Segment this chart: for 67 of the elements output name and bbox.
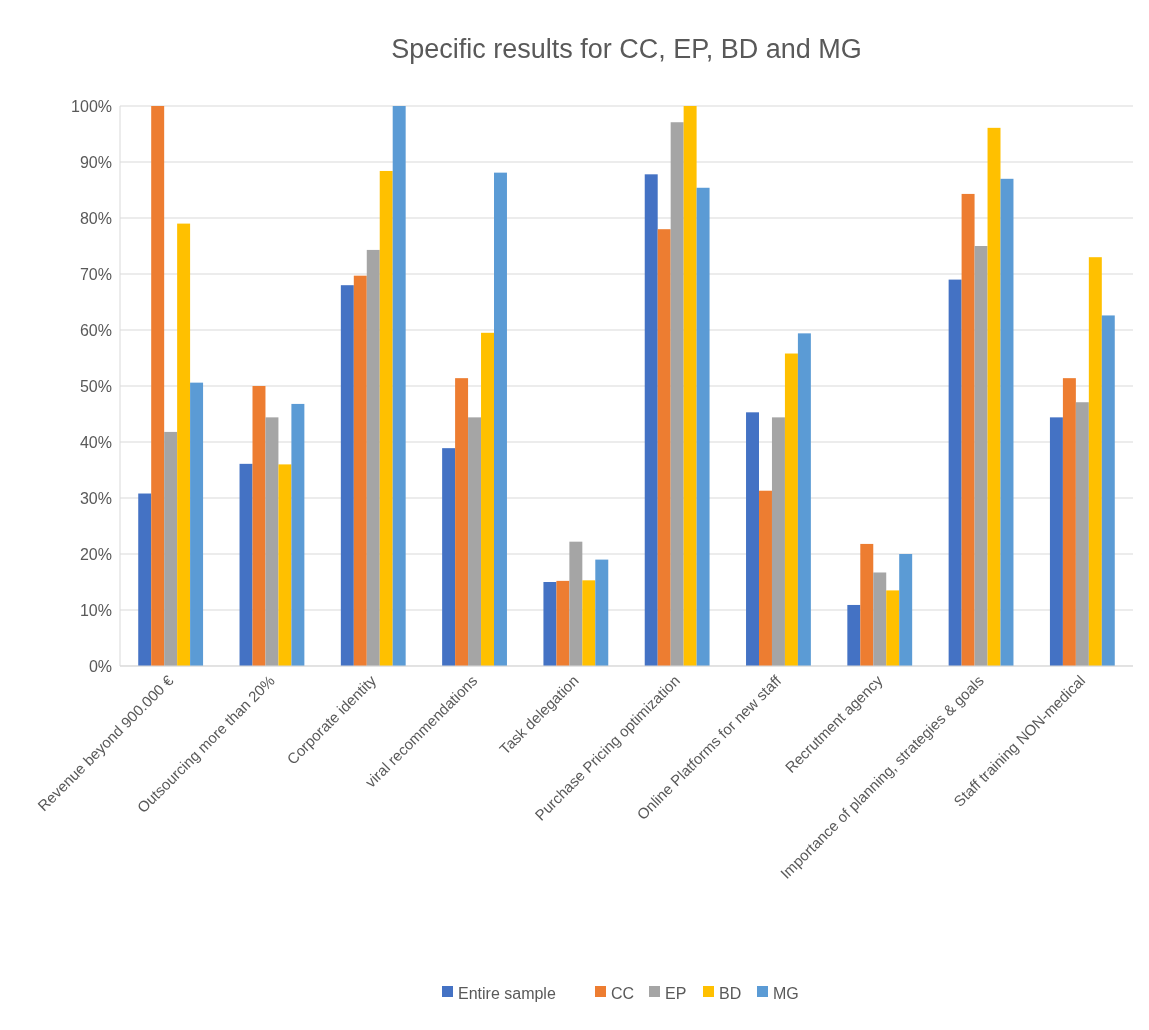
bar [886,590,900,666]
bar [1101,315,1115,666]
bar [784,353,798,666]
bar [543,582,557,666]
bar [190,382,204,666]
bar [1088,257,1102,666]
y-tick-label: 100% [71,97,112,115]
bar [582,580,596,666]
y-tick-label: 10% [79,601,112,619]
bar [1062,378,1076,666]
bar [595,559,609,666]
y-tick-label: 20% [79,545,112,563]
bar [379,170,393,666]
bar [138,493,152,666]
bar [987,127,1001,666]
chart-title: Specific results for CC, EP, BD and MG [391,34,862,64]
y-tick-label: 40% [79,433,112,451]
y-tick-label: 70% [79,265,112,283]
y-tick-label: 80% [79,209,112,227]
bar [899,554,913,666]
bar [746,412,759,666]
bar [683,106,697,666]
y-tick-label: 90% [79,153,112,171]
bar [670,122,684,666]
bar [961,193,975,666]
bar [177,223,191,666]
bar [291,403,305,666]
bar [1075,402,1089,666]
bar [252,386,266,666]
y-tick-label: 30% [79,489,112,507]
bar [860,543,874,666]
bar [278,464,292,666]
bar [873,572,887,666]
bar [657,229,671,666]
bar [481,332,494,666]
bar [468,417,482,666]
legend-label: MG [773,984,799,1002]
bar [771,417,785,666]
bar [455,378,469,666]
y-tick-label: 60% [79,321,112,339]
bar [239,463,253,666]
legend-label: CC [611,984,635,1002]
bar [151,106,165,666]
legend-label: Entire sample [458,984,556,1002]
bar [1049,417,1063,666]
bar [759,490,772,666]
bar [948,279,962,666]
bar [644,174,658,666]
bar [164,431,178,666]
bar [847,604,861,666]
bar [494,172,507,666]
bar [340,285,354,666]
bar [353,275,367,666]
bar [556,580,570,666]
bar [696,187,710,666]
legend-label: EP [665,984,687,1002]
bar [797,333,811,666]
bar [1000,178,1014,666]
legend-label: BD [719,984,742,1002]
bar [974,246,988,666]
bar [265,417,279,666]
bar [392,106,406,666]
bar [569,541,583,666]
bar [366,249,380,666]
y-tick-label: 50% [79,377,112,395]
y-tick-label: 0% [88,657,112,675]
bar [442,448,456,666]
